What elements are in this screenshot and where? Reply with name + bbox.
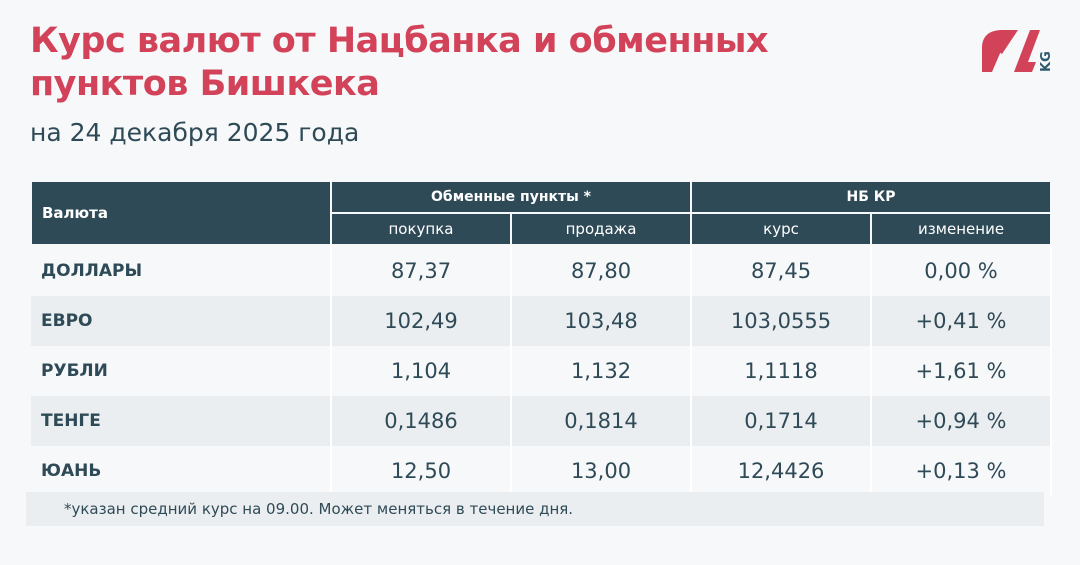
- sell-value: 0,1814: [510, 396, 692, 446]
- footnote: *указан средний курс на 09.00. Может мен…: [26, 492, 1044, 526]
- table-row: ДОЛЛАРЫ 87,37 87,80 87,45 0,00 %: [31, 245, 1052, 296]
- buy-value: 0,1486: [330, 396, 512, 446]
- sell-value: 103,48: [510, 296, 692, 346]
- table-row: ЮАНЬ 12,50 13,00 12,4426 +0,13 %: [31, 446, 1052, 496]
- change-value: 0,00 %: [870, 245, 1052, 296]
- currency-name: ЮАНЬ: [31, 446, 332, 496]
- page-title: Курс валют от Нацбанка и обменных пункто…: [30, 21, 769, 104]
- column-header-rate: курс: [690, 212, 872, 246]
- rate-value: 1,1118: [690, 346, 872, 396]
- rate-value: 12,4426: [690, 446, 872, 496]
- change-value: +1,61 %: [870, 346, 1052, 396]
- change-value: +0,94 %: [870, 396, 1052, 446]
- buy-value: 102,49: [330, 296, 512, 346]
- currency-table: Валюта Обменные пункты * НБ КР покупка п…: [30, 180, 1052, 496]
- sell-value: 1,132: [510, 346, 692, 396]
- sell-value: 13,00: [510, 446, 692, 496]
- column-header-change: изменение: [870, 212, 1052, 246]
- change-value: +0,41 %: [870, 296, 1052, 346]
- currency-name: ЕВРО: [31, 296, 332, 346]
- change-value: +0,13 %: [870, 446, 1052, 496]
- table-row: ТЕНГЕ 0,1486 0,1814 0,1714 +0,94 %: [31, 396, 1052, 446]
- group-header-exchange: Обменные пункты *: [330, 180, 692, 214]
- column-header-buy: покупка: [330, 212, 512, 246]
- buy-value: 1,104: [330, 346, 512, 396]
- column-header-sell: продажа: [510, 212, 692, 246]
- svg-text:KG: KG: [1039, 51, 1054, 72]
- rate-value: 0,1714: [690, 396, 872, 446]
- currency-name: ДОЛЛАРЫ: [31, 245, 332, 296]
- currency-name: РУБЛИ: [31, 346, 332, 396]
- currency-name: ТЕНГЕ: [31, 396, 332, 446]
- table-row: ЕВРО 102,49 103,48 103,0555 +0,41 %: [31, 296, 1052, 346]
- rate-value: 103,0555: [690, 296, 872, 346]
- column-header-currency: Валюта: [30, 180, 332, 246]
- rate-value: 87,45: [690, 245, 872, 296]
- table-row: РУБЛИ 1,104 1,132 1,1118 +1,61 %: [31, 346, 1052, 396]
- sell-value: 87,80: [510, 245, 692, 296]
- page-subtitle: на 24 декабря 2025 года: [30, 118, 360, 147]
- buy-value: 12,50: [330, 446, 512, 496]
- 24kg-logo: KG: [982, 30, 1054, 72]
- group-header-nbkr: НБ КР: [690, 180, 1052, 214]
- buy-value: 87,37: [330, 245, 512, 296]
